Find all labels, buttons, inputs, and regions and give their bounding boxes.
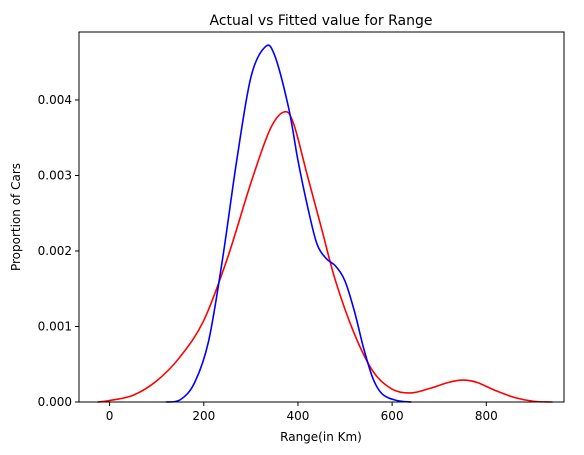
plot-frame [78, 31, 565, 403]
y-tick-label: 0.003 [38, 168, 72, 182]
chart-title: Actual vs Fitted value for Range [210, 13, 433, 29]
series-line-0 [97, 110, 554, 403]
series-line-1 [165, 44, 412, 403]
y-tick-label: 0.004 [38, 93, 72, 107]
x-tick-label: 800 [475, 409, 498, 423]
y-tick-label: 0.001 [38, 319, 72, 333]
plot-area [97, 44, 554, 403]
x-tick-label: 600 [381, 409, 404, 423]
x-tick-label: 200 [192, 409, 215, 423]
x-tick-label: 400 [287, 409, 310, 423]
x-axis: 0 200 400 600 800 [106, 402, 498, 423]
y-tick-label: 0.000 [38, 395, 72, 409]
x-tick-label: 0 [106, 409, 114, 423]
y-axis: 0.000 0.001 0.002 0.003 0.004 [38, 93, 79, 409]
x-axis-label: Range(in Km) [280, 430, 362, 444]
y-tick-label: 0.002 [38, 244, 72, 258]
y-axis-label: Proportion of Cars [9, 163, 23, 271]
